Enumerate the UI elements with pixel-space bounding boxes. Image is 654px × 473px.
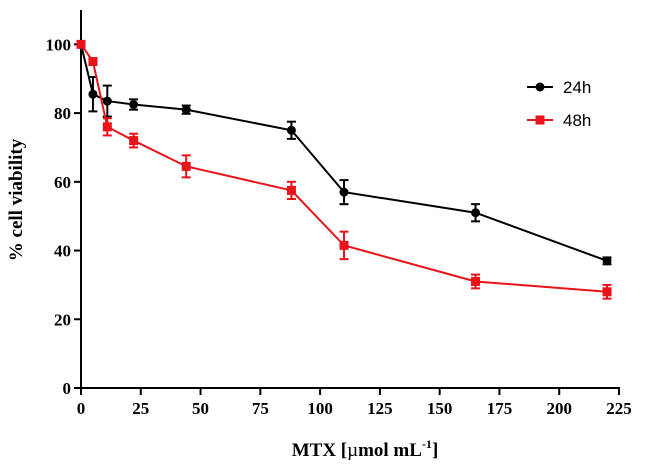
legend-label: 48h [563, 111, 591, 130]
x-tick-label: 100 [307, 399, 333, 418]
data-point [181, 161, 191, 171]
data-point [129, 100, 139, 109]
data-point [339, 187, 349, 197]
x-tick-label: 175 [487, 399, 513, 418]
data-point [76, 39, 86, 49]
data-point [286, 185, 296, 195]
data-point [602, 287, 612, 297]
data-point [602, 256, 612, 266]
series-48h [76, 39, 612, 300]
y-tick-label: 20 [54, 310, 71, 329]
y-tick-label: 60 [54, 173, 71, 192]
data-point [286, 125, 296, 135]
x-tick-label: 200 [546, 399, 572, 418]
y-axis-title: % cell viability [6, 138, 27, 261]
data-point [88, 57, 98, 67]
y-tick-label: 0 [63, 379, 72, 398]
data-point [471, 276, 481, 286]
y-tick-label: 100 [46, 35, 72, 54]
data-point [471, 208, 481, 218]
legend: 24h 48h [527, 78, 591, 130]
axes: 0 20 40 60 80 100 0 25 50 75 100 125 150 175 200 225 [46, 10, 632, 418]
x-tick-label: 75 [252, 399, 269, 418]
x-axis-title: MTX [µmol mL-1] [292, 437, 439, 461]
data-point [102, 96, 112, 106]
data-point [102, 122, 112, 132]
legend-label: 24h [563, 78, 591, 97]
x-tick-label: 25 [132, 399, 149, 418]
legend-marker [535, 82, 545, 92]
y-tick-label: 40 [54, 242, 71, 261]
series-layer [76, 39, 612, 300]
x-tick-label: 150 [427, 399, 453, 418]
data-point [88, 89, 98, 99]
data-point [339, 240, 349, 250]
x-tick-label: 125 [367, 399, 393, 418]
x-tick-label: 225 [606, 399, 632, 418]
legend-item-48h: 48h [527, 111, 591, 130]
y-tick-label: 80 [54, 104, 71, 123]
data-point [181, 105, 191, 115]
x-tick-label: 50 [192, 399, 209, 418]
x-tick-label: 0 [77, 399, 86, 418]
legend-item-24h: 24h [527, 78, 591, 97]
legend-marker [535, 115, 545, 125]
data-point [129, 136, 139, 146]
